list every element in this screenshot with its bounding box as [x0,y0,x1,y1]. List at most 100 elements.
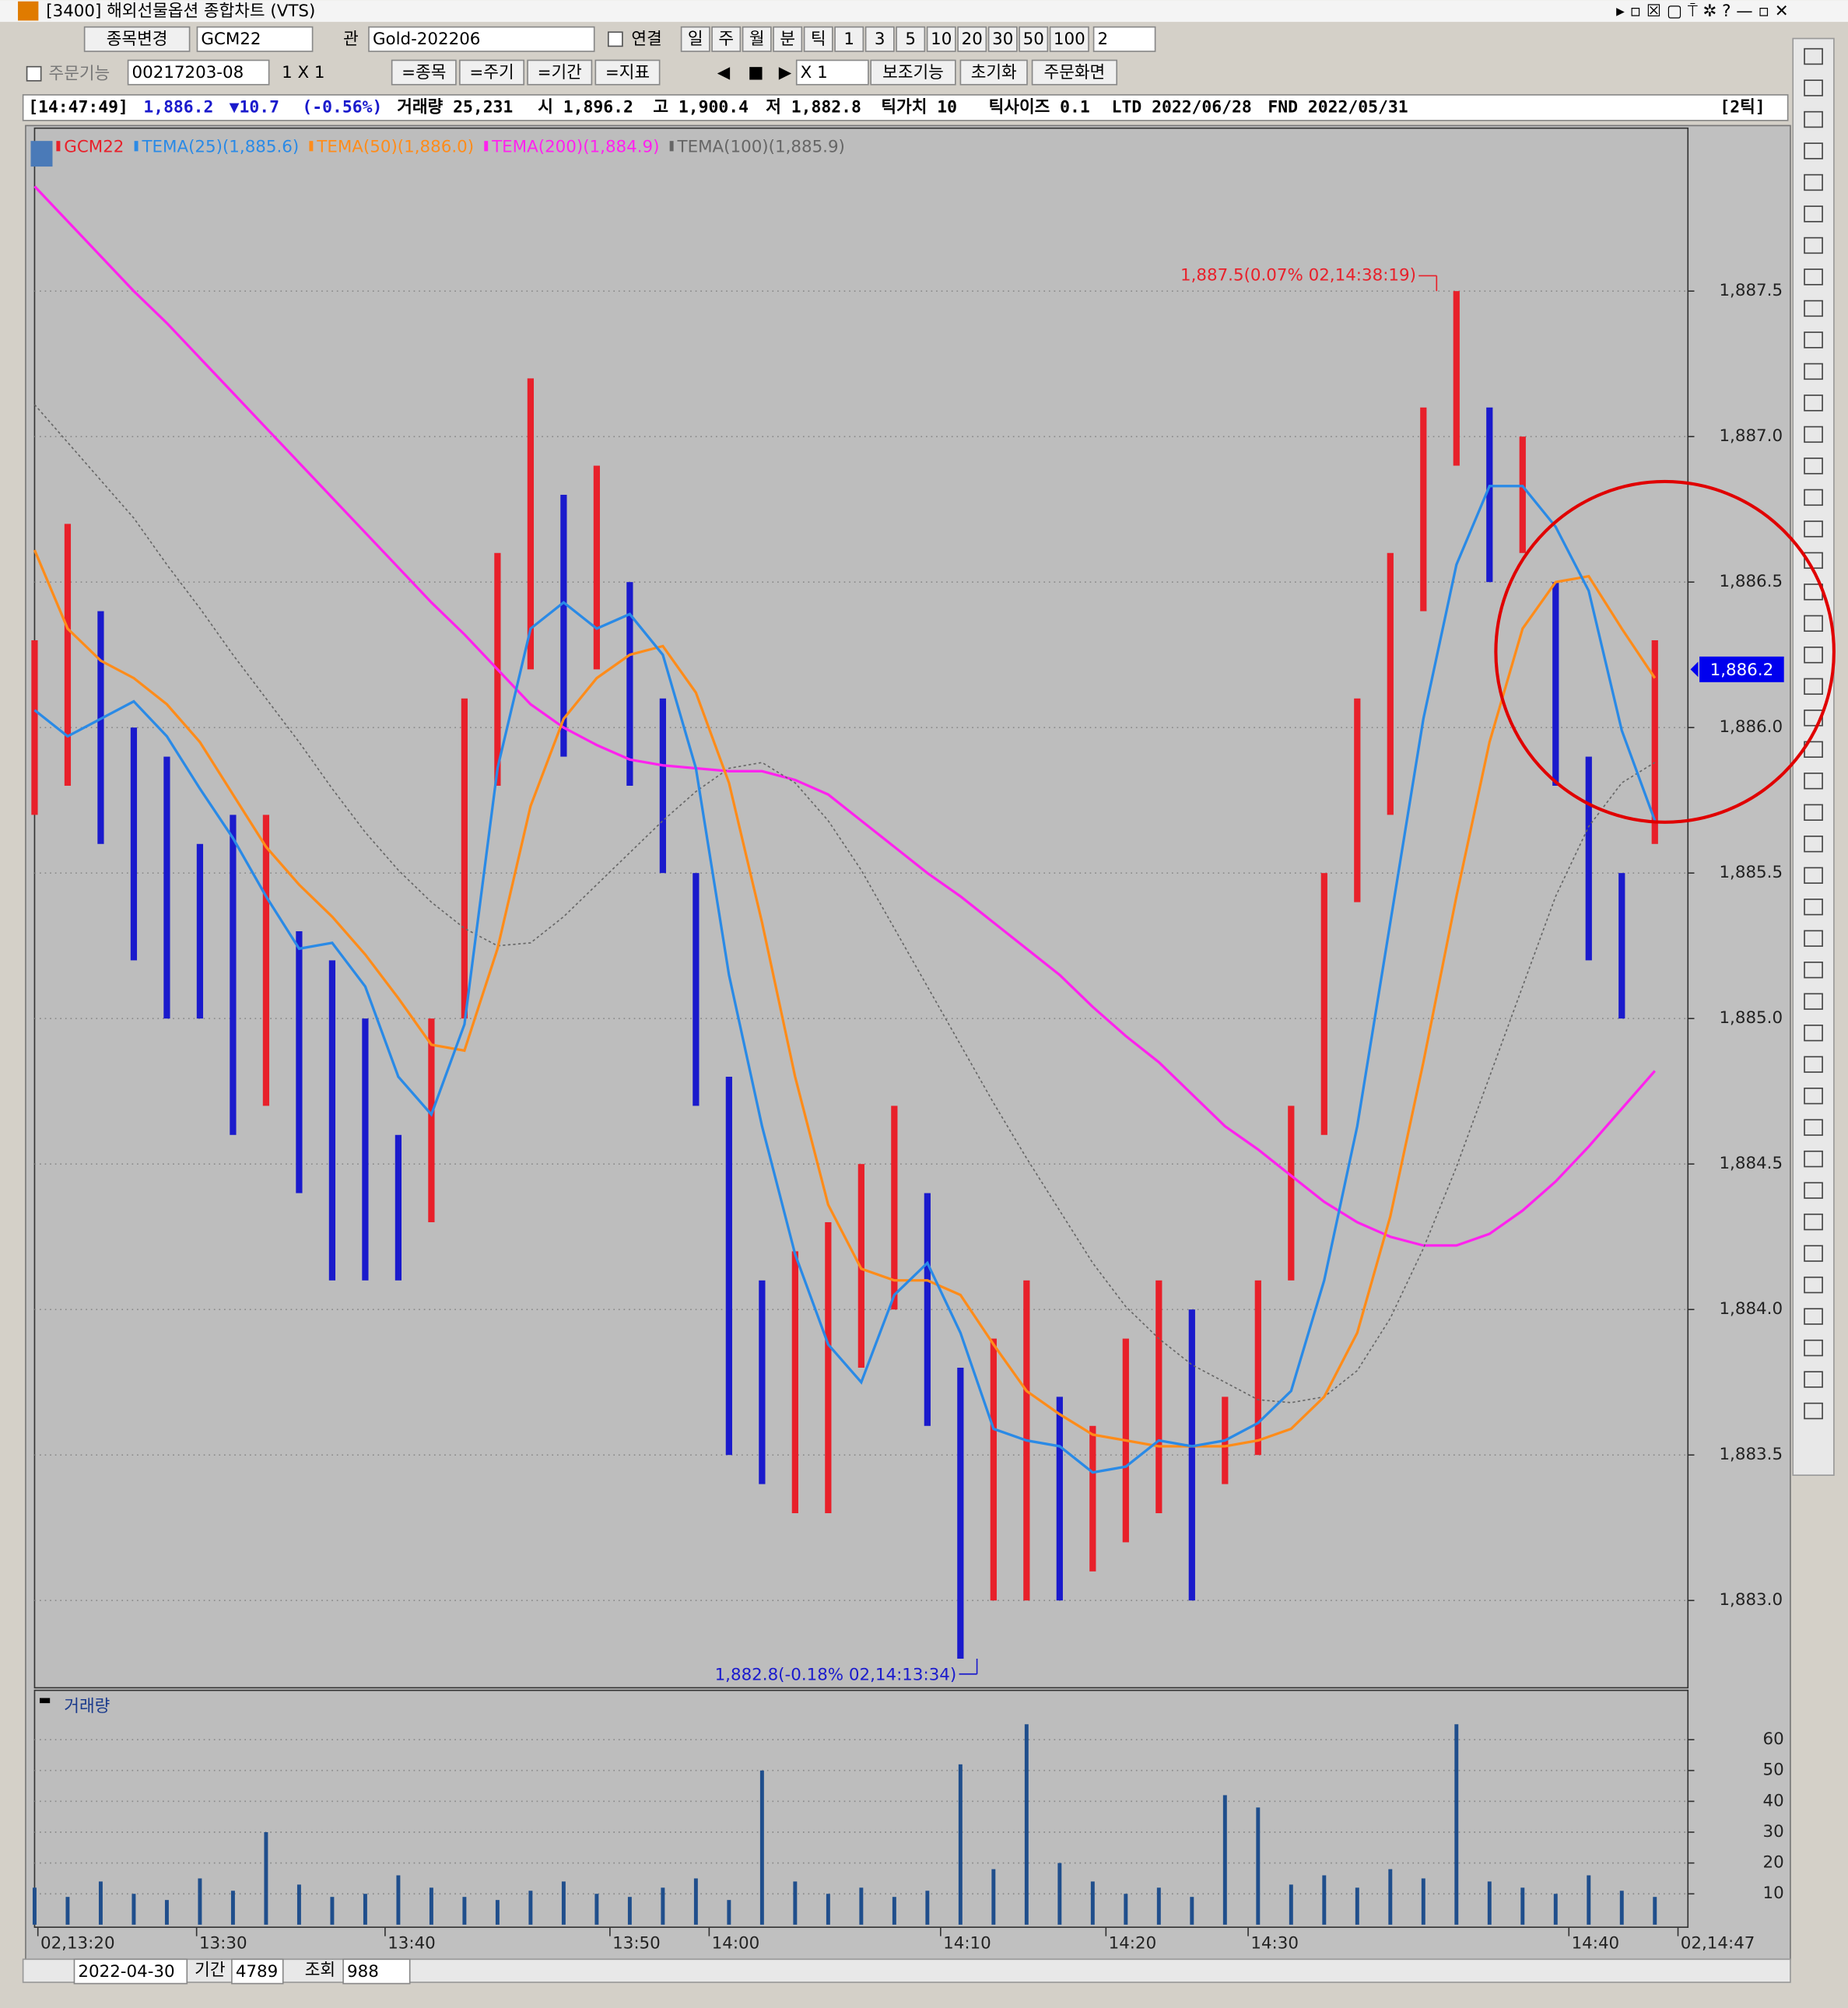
symbol-field: GCM22 [201,30,261,49]
period-button[interactable]: 분 [773,26,803,52]
button-label: =지표 [605,63,650,82]
y-tick-label: 1,884.5 [1719,1154,1783,1173]
button-face [926,26,956,52]
volume-bar [230,1891,235,1925]
tool-icon [1804,205,1823,223]
period-button[interactable]: 10 [926,26,956,52]
zoom-field-box [795,59,869,86]
link-button[interactable]: =종목 [391,59,457,86]
price-bar [1453,291,1460,466]
price-bar [759,1280,766,1484]
button-face [680,26,710,52]
volume-bar [1520,1887,1525,1925]
y-tick-label: 1,885.5 [1719,863,1783,882]
price-bar [857,1164,864,1368]
volume-bar [958,1764,963,1925]
volume-bar [1256,1807,1261,1925]
tool-icon [1804,962,1823,979]
annotation: 1,887.5(0.07% 02,14:38:19) [1180,265,1416,285]
window-controls[interactable]: ▸ ▫ ☒ ▢ ⍑ ✲ ? — ▫ ✕ [1616,2,1834,21]
period-button[interactable]: 1 [834,26,864,52]
tool-icon [1804,836,1823,853]
price-bar [230,815,237,1135]
volume-bar [1289,1884,1293,1925]
price-bar [1155,1280,1162,1513]
query-label: 조회 [305,1961,335,1980]
period-button[interactable]: 틱 [803,26,833,52]
volume-bar [1024,1724,1029,1925]
period-button[interactable]: 5 [896,26,926,52]
period-label: 기간 [195,1961,225,1980]
tool-icon [1804,1402,1823,1420]
button-label: 20 [962,30,983,49]
title-bar [0,0,1848,23]
button-face [773,26,803,52]
period-button[interactable]: 3 [864,26,895,52]
link-button[interactable]: =지표 [594,59,661,86]
period-button[interactable]: 50 [1019,26,1049,52]
button-face [834,26,864,52]
volume-bar [1553,1894,1558,1925]
symbol-change[interactable]: 종목변경 [83,26,191,52]
period-button[interactable]: 100 [1049,26,1089,52]
tool-icon [1804,79,1823,96]
y-tick-label: 1,883.0 [1719,1590,1783,1610]
tool-icon [1804,363,1823,380]
price-bar [1387,552,1394,815]
tool-icon [1804,773,1823,790]
period-value-box [1092,26,1156,52]
price-bar [1618,873,1625,1019]
button-label: 50 [1023,30,1044,49]
count-field-box [231,1958,284,1985]
info-bar [22,94,1789,121]
button-face [896,26,926,52]
button-face [527,59,593,86]
legend-entry: TEMA(50)(1,886.0) [316,137,474,156]
x-tick-label: 14:30 [1250,1934,1299,1954]
legend-badge [30,141,53,167]
period-button[interactable]: 20 [957,26,987,52]
period-button[interactable]: 30 [987,26,1018,52]
price-bar [593,465,600,670]
y-tick-label: 1,884.0 [1719,1299,1783,1319]
info-field: 틱사이즈 0.1 [989,97,1090,117]
link-button[interactable]: =주기 [459,59,524,86]
button-face [1019,26,1049,52]
shown-field: 988 [347,1962,379,1982]
price-bar [163,756,170,1019]
button-label: 분 [780,30,795,49]
product-field-box [368,26,595,52]
tool-icon [1804,1119,1823,1136]
price-bar [130,727,138,961]
period-button[interactable]: 주 [711,26,742,52]
y-tick-label: 60 [1763,1729,1784,1749]
tool-icon [1804,142,1823,159]
period-button[interactable]: 월 [742,26,772,52]
tema-line [33,549,1657,1448]
y-tick-label: 10 [1763,1884,1784,1903]
controls-icons: ▸ ▫ ☒ ▢ ⍑ ✲ ? — ▫ ✕ [1616,2,1789,21]
y-tick-label: 30 [1763,1822,1784,1842]
price-bar [560,494,567,757]
price-bar [97,611,104,844]
extra-button[interactable]: 주문화면 [1031,59,1118,86]
period-button[interactable]: 일 [680,26,710,52]
volume-bar [1587,1875,1591,1925]
y-tick-label: 50 [1763,1761,1784,1780]
tool-icon [1804,47,1823,65]
app-icon [18,1,39,21]
button-label: 종목변경 [107,30,168,49]
extra-button[interactable]: 보조기능 [870,59,956,86]
volume-bar [296,1884,301,1925]
date-field-box [73,1958,188,1985]
link-button[interactable]: =기간 [527,59,593,86]
legend-swatch [134,141,139,152]
volume-bar [429,1887,433,1925]
y-tick-label: 40 [1763,1791,1784,1810]
extra-button[interactable]: 초기화 [959,59,1028,86]
button-label: 일 [688,30,703,49]
window-title: [3400] 해외선물옵션 종합차트 (VTS) [46,2,315,21]
volume-bar [1090,1881,1095,1925]
nav-icon: ■ [748,63,763,82]
